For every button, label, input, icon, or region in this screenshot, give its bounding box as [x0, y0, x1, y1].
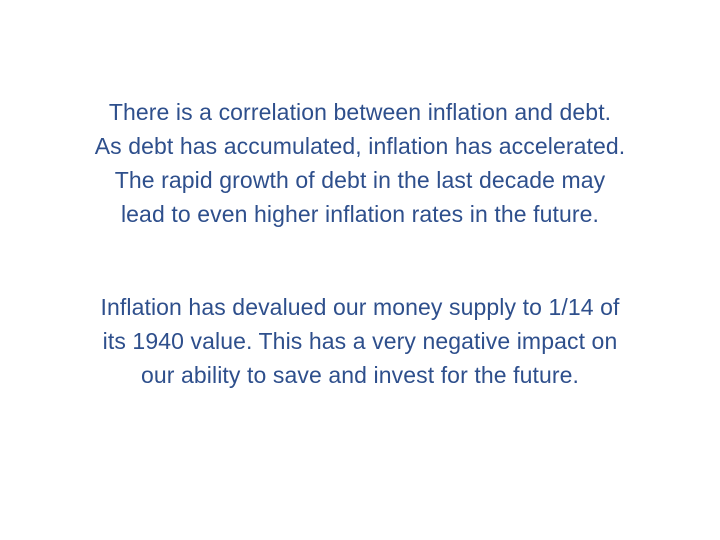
- text-line: The rapid growth of debt in the last dec…: [114, 167, 606, 193]
- text-line: As debt has accumulated, inflation has a…: [94, 133, 626, 159]
- paragraph-money-supply: Inflation has devalued our money supply …: [20, 290, 700, 392]
- text-line: Inflation has devalued our money supply …: [100, 294, 620, 320]
- text-line: lead to even higher inflation rates in t…: [120, 201, 600, 227]
- text-line: There is a correlation between inflation…: [108, 99, 612, 125]
- text-line: our ability to save and invest for the f…: [140, 362, 579, 388]
- text-line: its 1940 value. This has a very negative…: [102, 328, 618, 354]
- paragraph-inflation-debt: There is a correlation between inflation…: [20, 95, 700, 231]
